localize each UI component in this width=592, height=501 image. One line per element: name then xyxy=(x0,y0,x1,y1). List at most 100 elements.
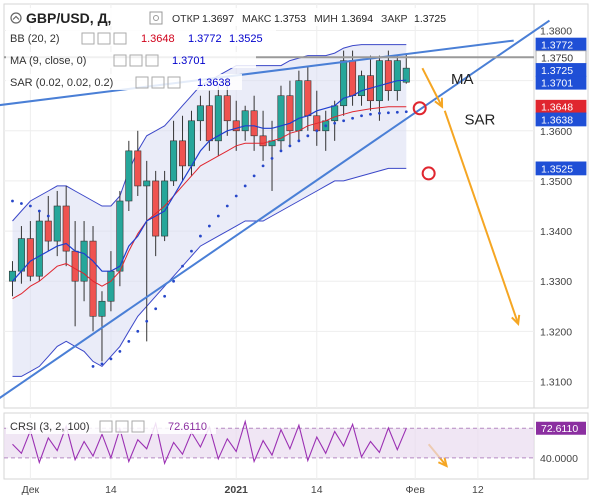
candle-body-10 xyxy=(98,300,106,317)
close-icon[interactable] xyxy=(167,76,181,89)
candle-body-7 xyxy=(71,250,79,282)
sar-dot-31 xyxy=(288,144,292,148)
sar-dot-40 xyxy=(369,112,372,116)
sar-dot-37 xyxy=(342,119,346,123)
sar-dot-13 xyxy=(127,339,131,343)
candle-body-21 xyxy=(196,105,204,122)
symbol-title: GBP/USD, Д, xyxy=(26,10,111,26)
price-tick-6: 1.3200 xyxy=(540,326,572,338)
sar-controls[interactable] xyxy=(135,76,181,89)
bb-value-lower: 1.3525 xyxy=(229,33,263,45)
sar-dot-29 xyxy=(270,156,274,160)
sar-dot-34 xyxy=(315,129,319,133)
sar-dot-10 xyxy=(100,362,104,366)
crsi-label: CRSI (3, 2, 100) xyxy=(10,421,89,433)
sar-dot-27 xyxy=(252,174,256,178)
projection-arrow-1-shaft xyxy=(443,110,520,325)
header-row-ma: MA (9, close, 0) 1.3701 xyxy=(6,52,256,68)
candle-body-41 xyxy=(375,60,383,102)
gear-icon[interactable] xyxy=(129,54,143,67)
sar-dot-21 xyxy=(199,234,202,238)
gear-icon[interactable] xyxy=(151,76,165,89)
price-badge-0: 1.3772 xyxy=(541,40,573,52)
price-tick-4: 1.3400 xyxy=(540,226,572,238)
sar-dot-42 xyxy=(386,111,390,115)
projection-arrow-1-head xyxy=(511,314,521,326)
sar-dot-43 xyxy=(395,110,399,114)
candle-body-38 xyxy=(349,60,357,97)
sar-dot-25 xyxy=(234,194,238,198)
candle-body-39 xyxy=(358,75,366,97)
header-row-symbol: GBP/USD, Д, ОТКР 1.3697 МАКС 1.3753 МИН … xyxy=(6,8,446,26)
candle-body-6 xyxy=(62,205,70,252)
sar-value: 1.3638 xyxy=(197,77,231,89)
time-tick-0: Дек xyxy=(22,484,40,496)
open-label: ОТКР xyxy=(172,13,200,25)
candle-body-2 xyxy=(26,238,34,277)
bb-controls[interactable] xyxy=(81,32,127,45)
time-tick-2: 2021 xyxy=(225,484,249,496)
candle-body-18 xyxy=(170,140,178,182)
candle-body-44 xyxy=(402,67,410,83)
header-row-sar: SAR (0.02, 0.02, 0.2) 1.3638 xyxy=(6,74,242,90)
crsi-controls[interactable] xyxy=(99,420,145,433)
candle-body-26 xyxy=(241,110,249,132)
high-value: 1.3753 xyxy=(274,13,306,25)
candle-body-8 xyxy=(80,240,88,282)
time-tick-5: 12 xyxy=(472,484,484,496)
candle-body-42 xyxy=(384,60,392,92)
candle-body-25 xyxy=(232,120,240,132)
price-badge-2: 1.3725 xyxy=(541,65,573,77)
eye-icon[interactable] xyxy=(113,54,127,67)
candle-body-37 xyxy=(340,60,348,107)
ma-value: 1.3701 xyxy=(172,55,206,67)
eye-icon[interactable] xyxy=(99,420,113,433)
close-icon[interactable] xyxy=(113,32,127,45)
price-tick-7: 1.3100 xyxy=(540,376,572,388)
candle-body-0 xyxy=(8,270,16,282)
close-value: 1.3725 xyxy=(414,13,446,25)
eye-icon[interactable] xyxy=(81,32,95,45)
sar-dot-35 xyxy=(324,124,328,128)
sar-dot-11 xyxy=(109,357,113,361)
indicator-lines xyxy=(12,79,407,300)
candle-body-36 xyxy=(331,105,339,122)
price-badge-6: 1.3525 xyxy=(541,163,573,175)
settings-icon[interactable] xyxy=(149,11,163,25)
price-badge-4: 1.3648 xyxy=(541,102,573,114)
sar-dot-9 xyxy=(91,365,95,368)
candle-body-24 xyxy=(223,95,231,122)
crsi-badge-bg xyxy=(536,421,586,435)
candle-body-28 xyxy=(259,135,267,147)
candle-body-33 xyxy=(304,80,312,117)
gear-icon[interactable] xyxy=(115,420,129,433)
sar-dot-23 xyxy=(216,214,220,218)
legend-bg-bb xyxy=(6,30,276,46)
bb-value-upper: 1.3772 xyxy=(188,33,222,45)
candle-body-1 xyxy=(17,238,25,272)
open-value: 1.3697 xyxy=(202,13,234,25)
sar-dot-38 xyxy=(351,116,354,120)
crsi-arrow-head xyxy=(437,457,449,468)
sar-dot-22 xyxy=(207,224,211,228)
gear-icon[interactable] xyxy=(97,32,111,45)
legend-bg-sar xyxy=(6,74,242,90)
candle-body-16 xyxy=(152,180,160,237)
price-tick-2: 1.3600 xyxy=(540,126,572,138)
sar-dot-0 xyxy=(11,199,14,203)
candle-body-32 xyxy=(295,80,303,132)
bb-label: BB (20, 2) xyxy=(10,33,60,45)
sar-dot-33 xyxy=(306,134,310,138)
collapse-legend-icon[interactable] xyxy=(10,12,22,24)
time-tick-4: Фев xyxy=(406,484,426,496)
time-tick-1: 14 xyxy=(105,484,117,496)
low-label: МИН xyxy=(314,13,338,25)
eye-icon[interactable] xyxy=(135,76,149,89)
sar-dot-41 xyxy=(378,111,381,115)
close-icon[interactable] xyxy=(145,54,159,67)
ma-controls[interactable] xyxy=(113,54,159,67)
close-icon[interactable] xyxy=(131,420,145,433)
price-badge-bg-3 xyxy=(535,75,587,90)
sar-dot-15 xyxy=(145,319,149,323)
annotation-ma: MA xyxy=(451,71,474,88)
